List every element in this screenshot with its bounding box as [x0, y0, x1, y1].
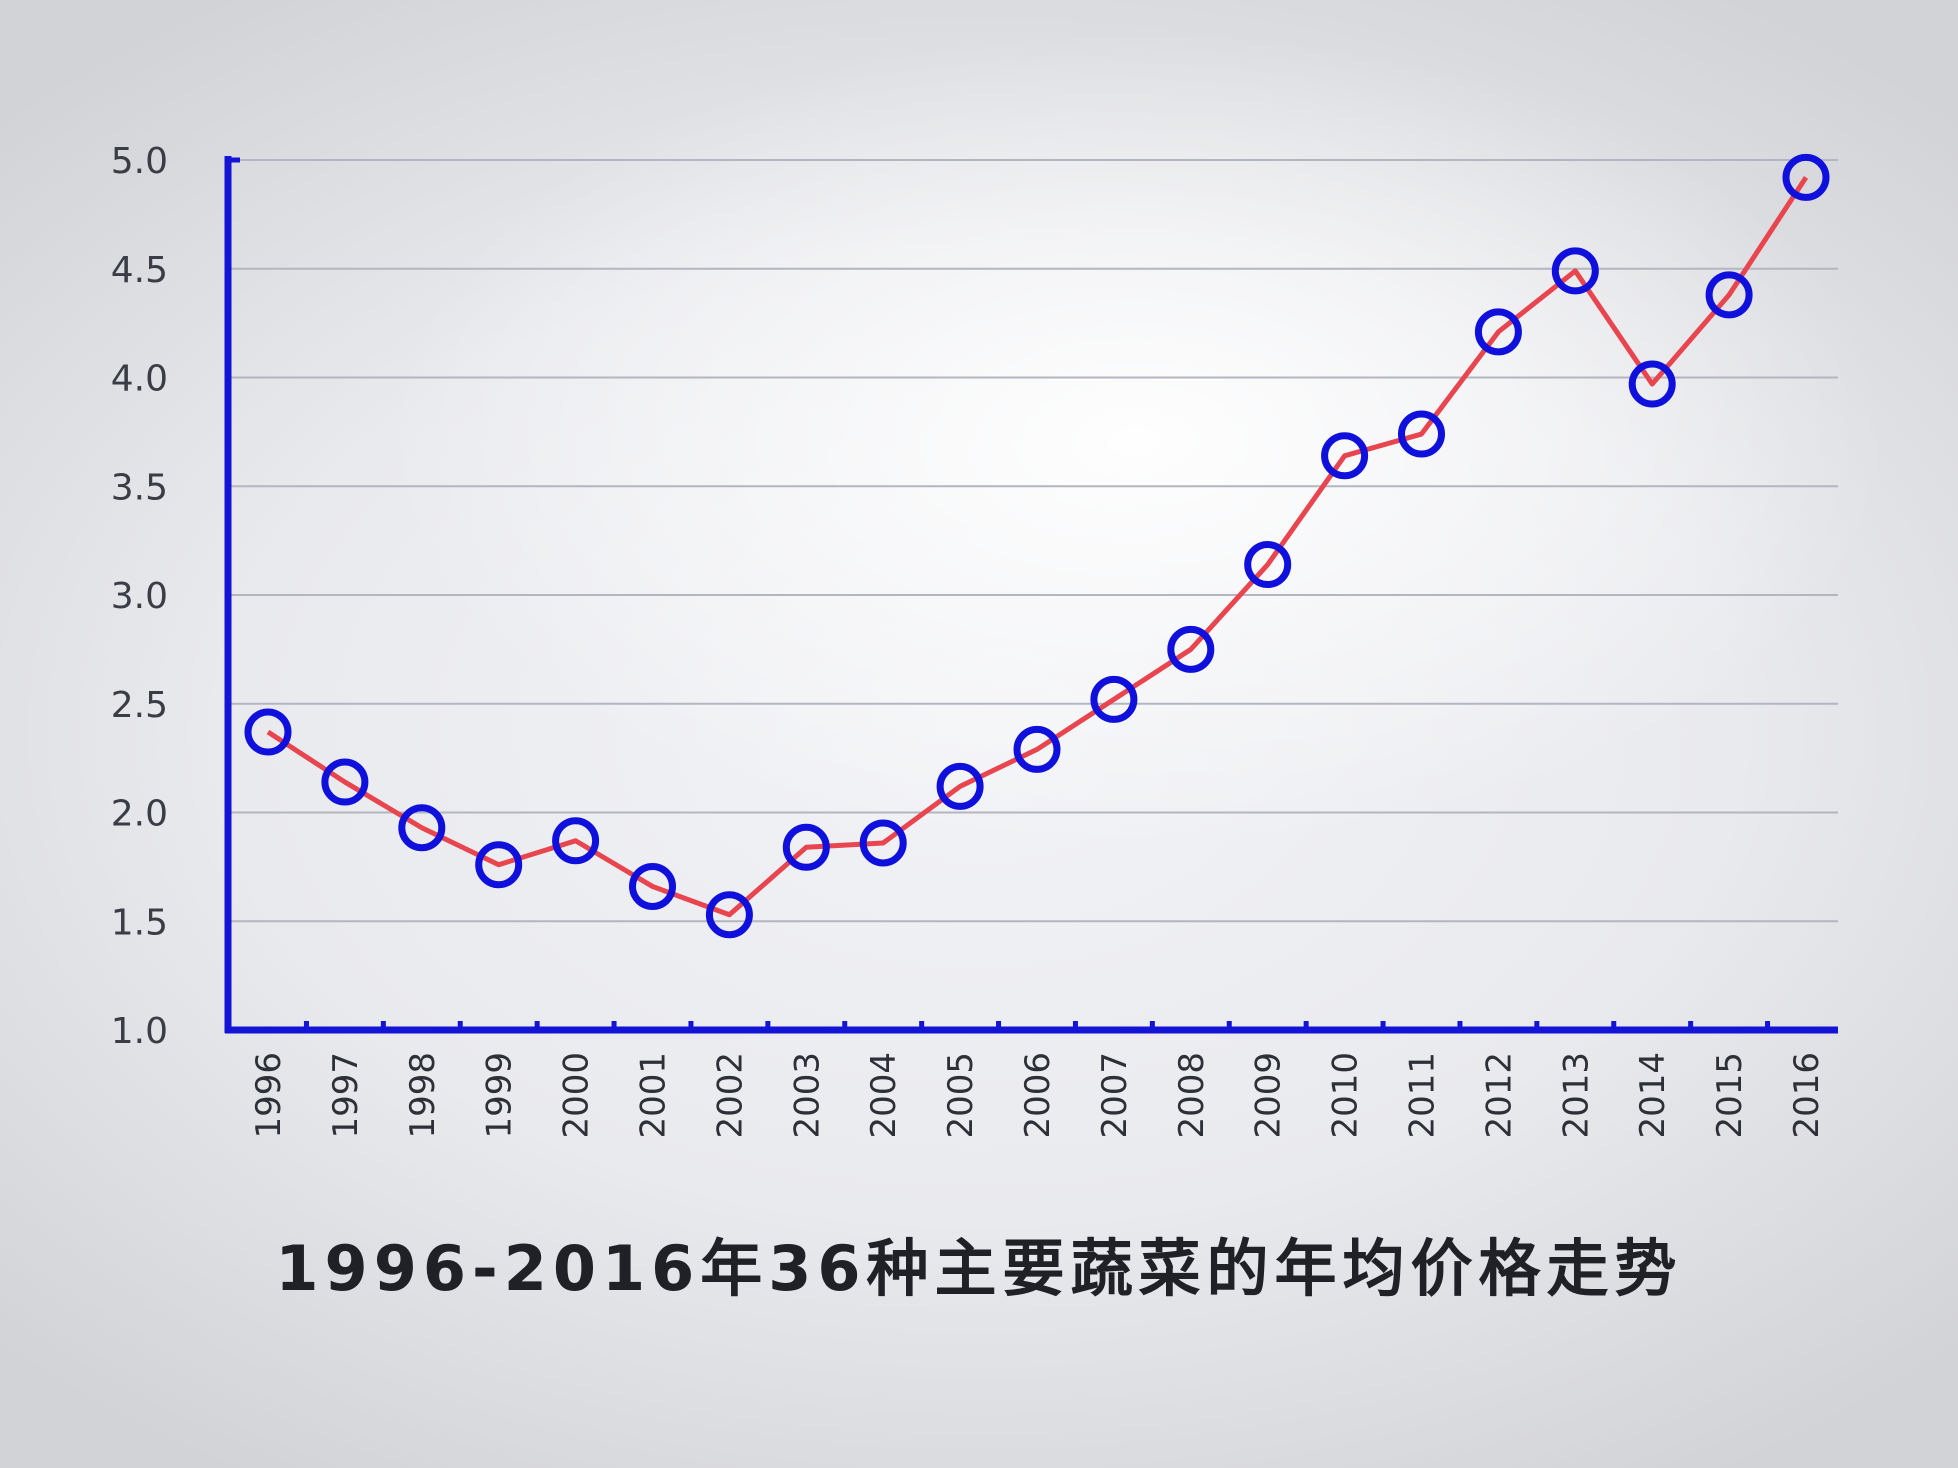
data-point [1628, 360, 1676, 408]
data-point [1398, 410, 1445, 458]
x-tick-label: 2007 [1095, 1052, 1135, 1139]
x-tick-label: 2008 [1172, 1052, 1212, 1139]
x-tick-label: 2003 [787, 1052, 827, 1139]
x-tick-label: 2002 [710, 1052, 750, 1139]
data-point [1090, 675, 1138, 723]
x-tick-label: 1997 [326, 1052, 366, 1139]
x-tick-label: 2010 [1326, 1052, 1366, 1139]
y-tick-label: 4.0 [111, 359, 168, 400]
y-tick-label: 4.5 [111, 250, 168, 291]
data-point [1244, 541, 1292, 589]
data-point [936, 762, 984, 810]
chart-title: 1996-2016年36种主要蔬菜的年均价格走势 [275, 1232, 1683, 1305]
data-point [1474, 308, 1522, 356]
axes [224, 156, 1838, 1034]
x-tick-label: 2013 [1556, 1052, 1596, 1139]
data-point [1013, 725, 1061, 773]
x-tick-label: 1999 [480, 1052, 520, 1139]
data-point [1782, 153, 1830, 201]
data-point [552, 817, 600, 865]
data-point [1321, 432, 1369, 480]
x-tick-label: 2005 [941, 1052, 981, 1139]
x-tick-label: 2016 [1787, 1052, 1827, 1139]
x-tick-label: 2012 [1479, 1052, 1519, 1139]
y-axis-tick-labels: 1.0 1.5 2.0 2.5 3.0 3.5 4.0 4.5 5.0 [111, 141, 168, 1052]
data-point [705, 891, 753, 939]
gridlines [228, 159, 1838, 923]
data-point [629, 862, 676, 910]
x-tick-label: 2004 [864, 1052, 904, 1139]
data-point [244, 708, 292, 756]
y-tick-label: 1.0 [111, 1011, 168, 1052]
series-line-path [266, 176, 1809, 918]
x-tick-label: 2015 [1710, 1052, 1750, 1139]
data-point [1167, 625, 1215, 673]
series-line [266, 176, 1809, 918]
x-tick-label: 2014 [1633, 1052, 1673, 1139]
y-tick-label: 2.0 [111, 794, 168, 835]
x-tick-label: 2000 [557, 1052, 597, 1139]
data-point [782, 823, 830, 871]
x-tick-label: 1996 [249, 1052, 289, 1139]
data-point [475, 841, 523, 889]
x-tick-label: 2011 [1403, 1052, 1443, 1139]
y-tick-label: 1.5 [111, 902, 168, 943]
y-tick-label: 2.5 [111, 685, 168, 726]
y-tick-label: 5.0 [111, 141, 168, 182]
y-tick-label: 3.0 [111, 576, 168, 617]
data-point [1551, 247, 1599, 295]
x-tick-label: 1998 [403, 1052, 443, 1139]
y-tick-label: 3.5 [111, 467, 168, 508]
data-point [398, 804, 446, 852]
x-tick-label: 2009 [1249, 1052, 1289, 1139]
x-tick-label: 2001 [634, 1052, 674, 1139]
x-tick-label: 2006 [1018, 1052, 1058, 1139]
x-axis-tick-labels: 1996 1997 1998 1999 2000 2001 2002 2003 2004 2005… [249, 1052, 1827, 1139]
data-point [321, 758, 369, 806]
data-points [244, 153, 1830, 939]
data-point [1705, 271, 1753, 319]
data-point [859, 819, 907, 867]
